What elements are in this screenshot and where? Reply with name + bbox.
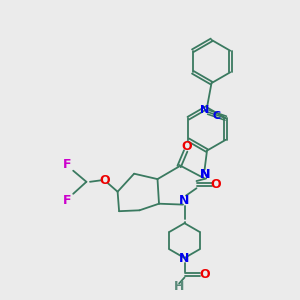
Text: F: F bbox=[63, 194, 71, 207]
Text: O: O bbox=[199, 268, 210, 281]
Text: N: N bbox=[200, 167, 210, 181]
Text: O: O bbox=[181, 140, 192, 153]
Text: H: H bbox=[174, 280, 184, 293]
Text: N: N bbox=[179, 194, 190, 207]
Text: N: N bbox=[200, 167, 210, 181]
Text: N: N bbox=[200, 105, 209, 115]
Text: O: O bbox=[100, 174, 110, 187]
Text: N: N bbox=[179, 251, 190, 265]
Text: F: F bbox=[63, 158, 71, 171]
Text: C: C bbox=[212, 111, 220, 121]
Text: O: O bbox=[211, 178, 221, 191]
